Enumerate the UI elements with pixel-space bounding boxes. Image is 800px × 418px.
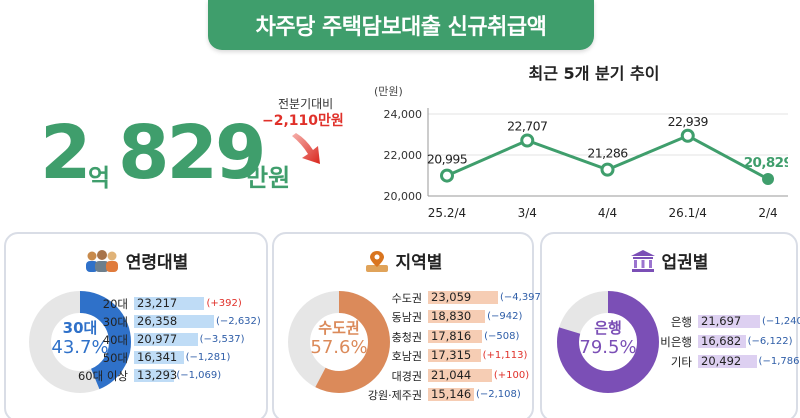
y-tick-label: 22,000 [384, 149, 423, 162]
donut-category-name: 은행 [594, 319, 622, 337]
people-icon [85, 249, 118, 272]
category-bar: 15,146 [428, 388, 474, 401]
page-title: 차주당 주택담보대출 신규취급액 [208, 0, 594, 50]
category-change: (+392) [206, 298, 242, 309]
category-bar: 26,358 [134, 315, 214, 328]
category-change: (−1,240) [762, 316, 800, 327]
headline-digit-eok: 2 [40, 110, 91, 196]
category-label: 기타 [670, 355, 692, 369]
data-value-label: 20,995 [427, 152, 467, 167]
panel-age-title: 연령대별 [125, 253, 189, 273]
headline-digits-man: 829 [118, 110, 266, 196]
category-label: 동남권 [391, 311, 422, 325]
donut-chart [29, 291, 131, 393]
y-tick-label: 24,000 [384, 108, 423, 121]
x-tick-label: 2/4 [758, 206, 777, 220]
category-bar: 16,682 [698, 335, 746, 348]
data-value-label: 20,829 [744, 155, 788, 171]
panel-sector-header: 업권별 [542, 248, 796, 273]
y-axis-unit: (만원) [374, 85, 403, 98]
donut-chart [557, 291, 659, 393]
category-bar: 23,059 [428, 291, 498, 304]
y-tick-label: 20,000 [384, 190, 423, 203]
bank-icon [630, 249, 655, 272]
category-label: 20대 [102, 297, 128, 311]
donut-chart [288, 291, 390, 393]
category-label: 충청권 [391, 330, 422, 344]
category-change: (−1,069) [176, 370, 222, 381]
category-label: 50대 [102, 351, 128, 365]
category-bar: 20,977 [134, 333, 198, 346]
category-change: (+100) [493, 369, 530, 381]
trend-line-chart: (만원) 20,000 22,000 24,000 20,995 25.2/4 22,707… [374, 85, 788, 220]
category-bar: 18,830 [428, 310, 486, 324]
data-value-label: 22,707 [507, 119, 547, 134]
category-label: 호남권 [391, 350, 422, 364]
donut-share-percent: 43.7% [51, 336, 109, 358]
map-pin-icon [365, 250, 388, 272]
category-change: (−2,108) [475, 389, 521, 400]
headline-unit-eok: 억 [88, 164, 111, 192]
category-change: (−1,281) [185, 352, 231, 363]
panel-region: 지역별 수도권 57.6% 수도권 23,059 (−4,397) 동남권 18,830 (−… [272, 232, 545, 418]
category-label: 비은행 [660, 335, 692, 349]
category-label: 강원·제주권 [367, 389, 422, 402]
category-bar: 13,293 [134, 369, 177, 382]
headline-figure: 2 억 829 만원 [40, 108, 310, 198]
x-tick-label: 26.1/4 [669, 206, 707, 220]
panel-sector-title: 업권별 [661, 253, 709, 273]
change-label: 전분기대비 [278, 97, 334, 111]
category-bar: 17,816 [428, 329, 483, 343]
panel-age-header: 연령대별 [6, 248, 266, 273]
category-label: 60대 이상 [77, 369, 128, 383]
category-label: 40대 [102, 333, 128, 347]
donut-center-label: 수도권 57.6% [299, 320, 379, 358]
donut-center-label: 은행 79.5% [568, 320, 648, 358]
category-label: 대경권 [391, 369, 422, 383]
panel-age: 연령대별 30대 43.7% 20대 23,217 (+392) 30대 26,358 (−2… [4, 232, 268, 418]
donut-category-name: 수도권 [318, 319, 360, 337]
x-tick-label: 25.2/4 [428, 206, 466, 220]
headline-unit-manwon: 만원 [246, 164, 291, 192]
change-value: −2,110만원 [262, 113, 344, 129]
donut-center-label: 30대 43.7% [40, 320, 120, 358]
donut-category-name: 30대 [62, 319, 98, 337]
category-bar: 17,315 [428, 349, 481, 363]
data-point [680, 128, 695, 143]
category-change: (−3,537) [199, 334, 245, 345]
category-label: 수도권 [391, 292, 422, 305]
category-bar: 21,044 [428, 368, 492, 382]
donut-share-arc [29, 291, 131, 393]
data-point [440, 168, 454, 183]
category-bar: 23,217 [134, 297, 205, 310]
category-change: (−4,397) [500, 292, 545, 303]
data-value-label: 21,286 [587, 146, 628, 161]
down-arrow-icon [292, 133, 320, 164]
category-change: (−6,122) [747, 336, 793, 347]
panel-region-title: 지역별 [395, 253, 443, 273]
category-label: 30대 [102, 315, 128, 329]
data-point [520, 133, 535, 148]
data-point [762, 173, 774, 186]
category-change: (−508) [484, 330, 520, 342]
donut-share-arc [288, 291, 390, 393]
donut-share-arc [557, 291, 659, 393]
category-change: (−942) [487, 311, 523, 323]
panel-region-header: 지역별 [274, 248, 532, 273]
category-change: (−2,632) [216, 316, 261, 327]
donut-share-percent: 57.6% [310, 336, 368, 358]
category-change: (+1,113) [482, 350, 528, 362]
trend-title: 최근 5개 분기 추이 [528, 64, 660, 83]
category-label: 은행 [670, 315, 692, 329]
data-value-label: 22,939 [668, 114, 709, 129]
data-point [600, 162, 615, 177]
panel-sector: 업권별 은행79.5%은행21,697(−1,240)비은행16,682(−6,… [540, 232, 800, 418]
x-tick-label: 4/4 [598, 206, 617, 220]
category-bar: 21,697 [698, 315, 760, 328]
category-change: (−1,786) [758, 356, 800, 367]
category-bar: 16,341 [134, 351, 184, 364]
donut-share-percent: 79.5% [579, 336, 637, 358]
x-tick-label: 3/4 [518, 206, 537, 220]
category-bar: 20,492 [698, 355, 757, 368]
